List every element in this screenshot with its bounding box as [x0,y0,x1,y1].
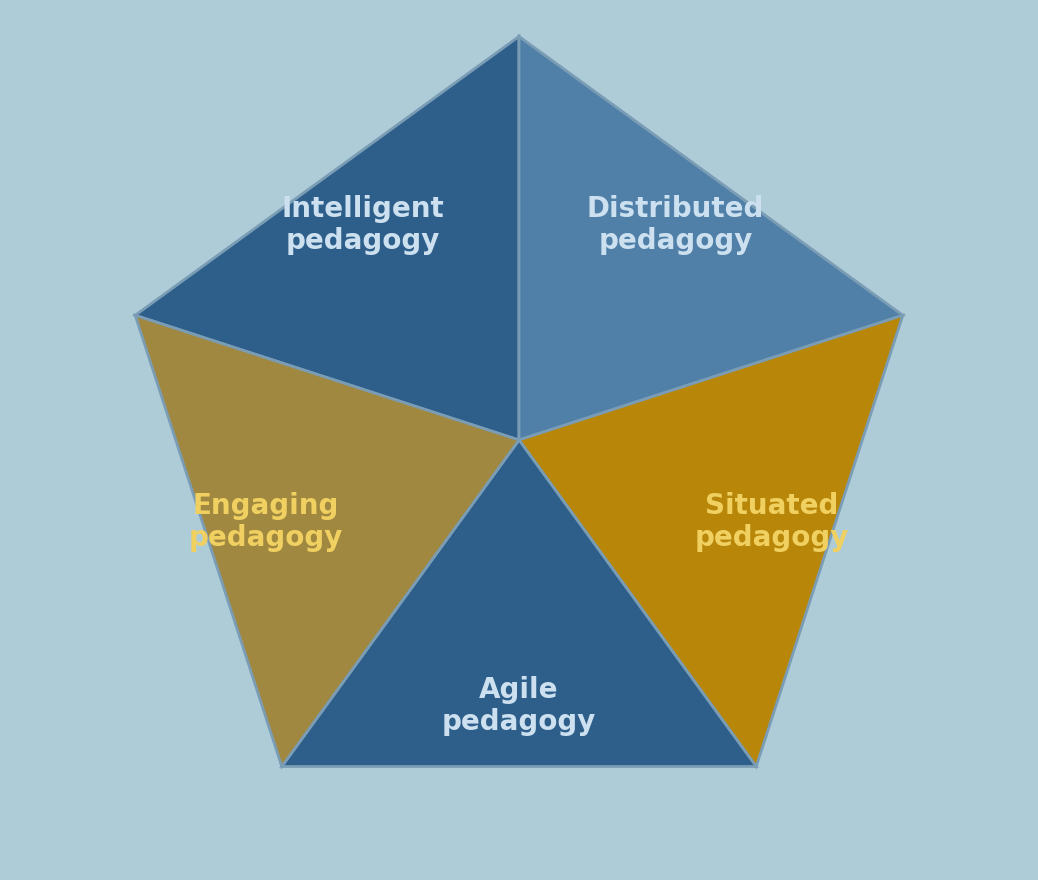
Text: Intelligent
pedagogy: Intelligent pedagogy [281,194,444,255]
Polygon shape [519,36,903,440]
Polygon shape [519,315,903,766]
Text: Distributed
pedagogy: Distributed pedagogy [586,194,764,255]
Polygon shape [281,440,757,766]
Polygon shape [135,36,519,440]
Polygon shape [135,315,519,766]
Text: Situated
pedagogy: Situated pedagogy [694,492,849,553]
Text: Engaging
pedagogy: Engaging pedagogy [189,492,344,553]
Text: Agile
pedagogy: Agile pedagogy [442,676,596,737]
